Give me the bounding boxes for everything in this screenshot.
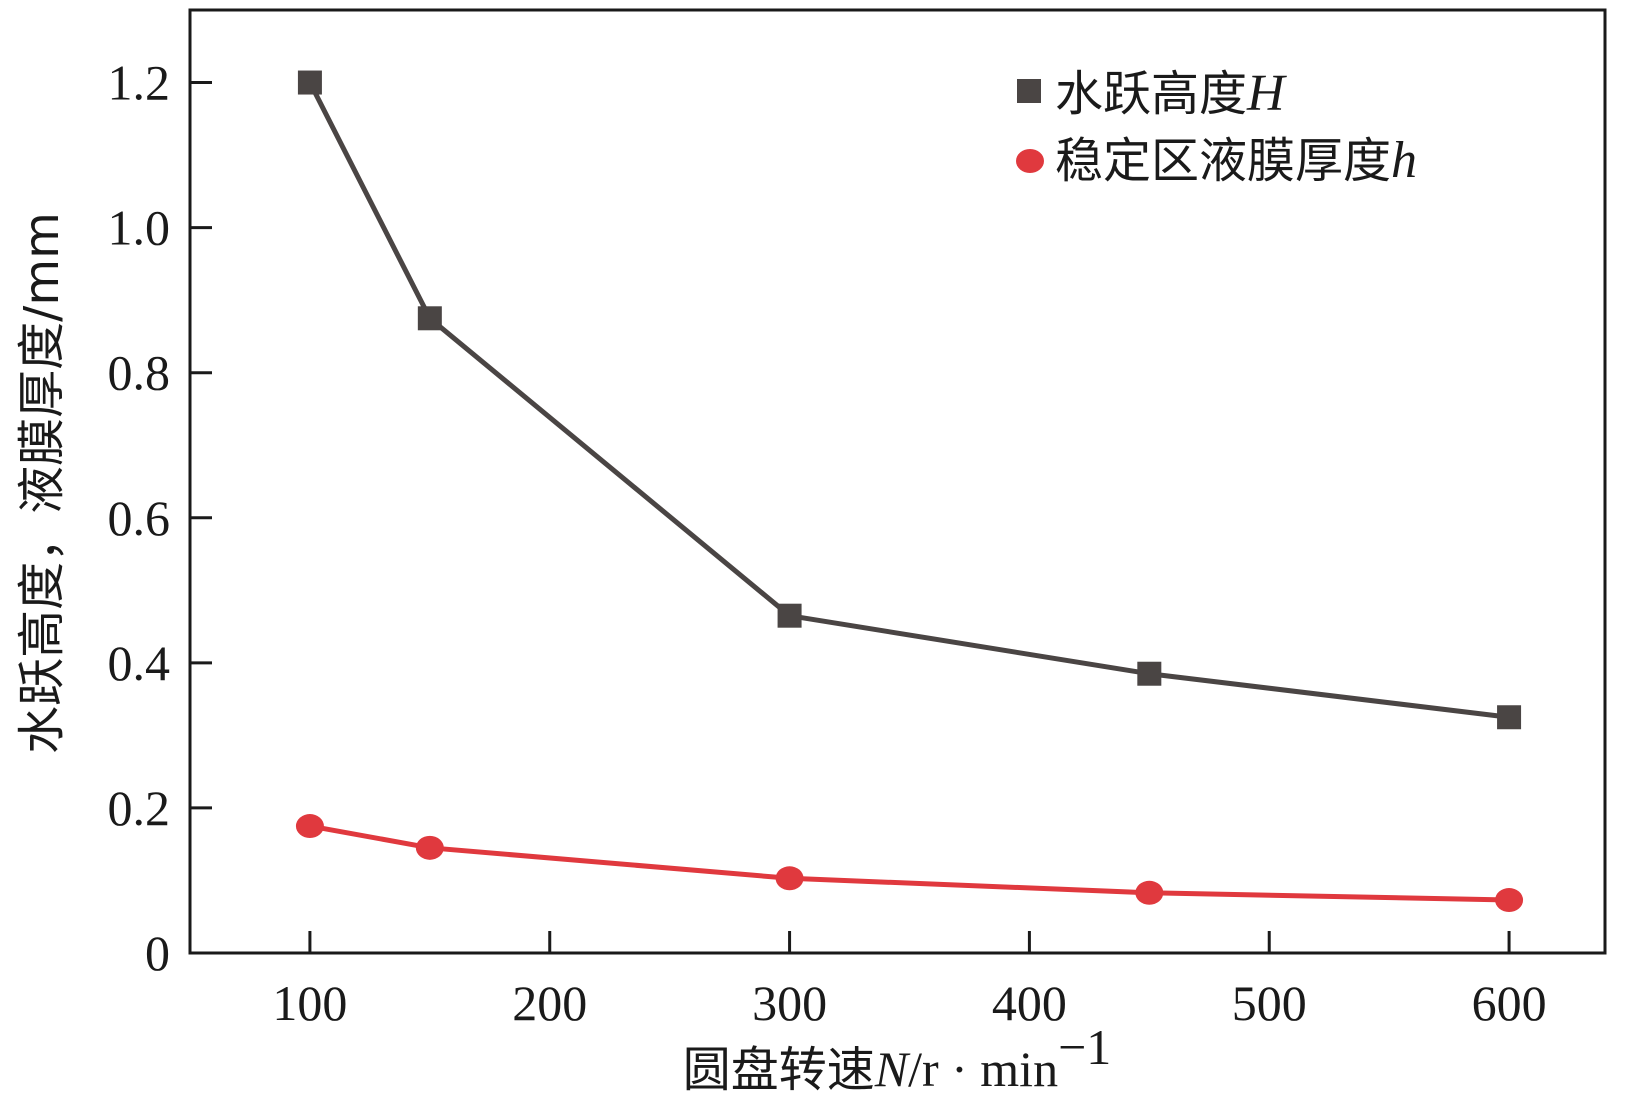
x-axis-title: 圆盘转速N/r · min−1 (683, 1019, 1112, 1094)
x-axis-title-prefix: 圆盘转速 (683, 1042, 875, 1094)
plot-frame (188, 8, 1607, 955)
y-tick-label: 1.2 (108, 55, 171, 111)
data-point-square (417, 306, 442, 331)
x-tick-label: 400 (992, 975, 1067, 1031)
data-point-circle (415, 835, 444, 860)
x-axis-ticks: 100 200 300 400 500 600 (272, 931, 1547, 1031)
legend-label-text: 稳定区液膜厚度 (1055, 133, 1391, 189)
x-tick-label: 500 (1232, 975, 1307, 1031)
legend: 水跃高度H 稳定区液膜厚度h (1016, 65, 1417, 189)
y-axis-title: 水跃高度，液膜厚度/mm (14, 212, 70, 754)
y-tick-label: 0.4 (108, 635, 171, 691)
legend-marker-square (1017, 79, 1041, 103)
data-point-circle (1135, 880, 1164, 905)
data-point-square (1497, 705, 1522, 730)
data-point-square (1137, 661, 1162, 686)
y-tick-label: 0.6 (108, 490, 171, 546)
data-point-circle (295, 814, 324, 839)
legend-marker-circle (1016, 149, 1044, 173)
x-axis-title-var: N (874, 1041, 911, 1094)
legend-label-series-0: 水跃高度H (1055, 65, 1287, 122)
data-point-square (777, 603, 802, 628)
data-point-circle (1495, 888, 1524, 913)
legend-label-var: h (1391, 132, 1417, 189)
x-tick-label: 300 (752, 975, 827, 1031)
legend-label-text: 水跃高度 (1055, 66, 1247, 122)
x-axis-title-sup: −1 (1058, 1019, 1111, 1075)
y-axis-ticks: 0 0.2 0.4 0.6 0.8 1.0 1.2 (108, 55, 212, 981)
x-axis-title-unit: /r · min (908, 1041, 1058, 1094)
x-tick-label: 600 (1472, 975, 1547, 1031)
data-point-square (297, 70, 322, 95)
y-tick-label: 0 (145, 925, 170, 981)
x-tick-label: 100 (272, 975, 347, 1031)
y-tick-label: 0.8 (108, 345, 171, 401)
legend-label-series-1: 稳定区液膜厚度h (1055, 132, 1417, 189)
y-tick-label: 1.0 (108, 200, 171, 256)
series-layer (295, 70, 1524, 913)
series-line-1 (309, 823, 1510, 903)
legend-label-var: H (1246, 65, 1287, 122)
y-tick-label: 0.2 (108, 780, 171, 836)
data-point-circle (775, 866, 804, 891)
x-tick-label: 200 (512, 975, 587, 1031)
